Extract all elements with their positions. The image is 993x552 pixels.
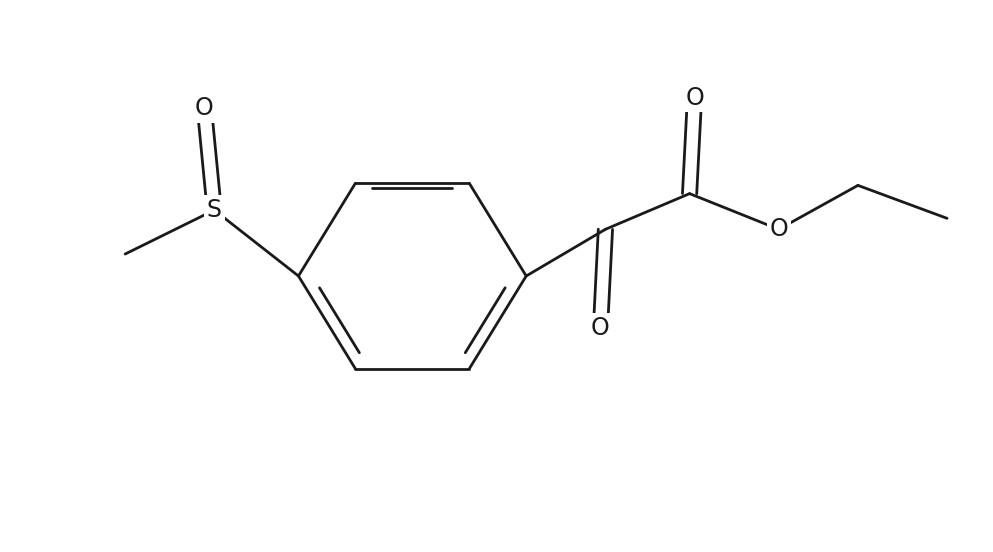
Text: S: S [207,198,221,222]
Text: O: O [770,217,788,241]
Text: O: O [685,86,704,109]
Text: O: O [195,97,213,120]
Text: O: O [591,316,610,340]
